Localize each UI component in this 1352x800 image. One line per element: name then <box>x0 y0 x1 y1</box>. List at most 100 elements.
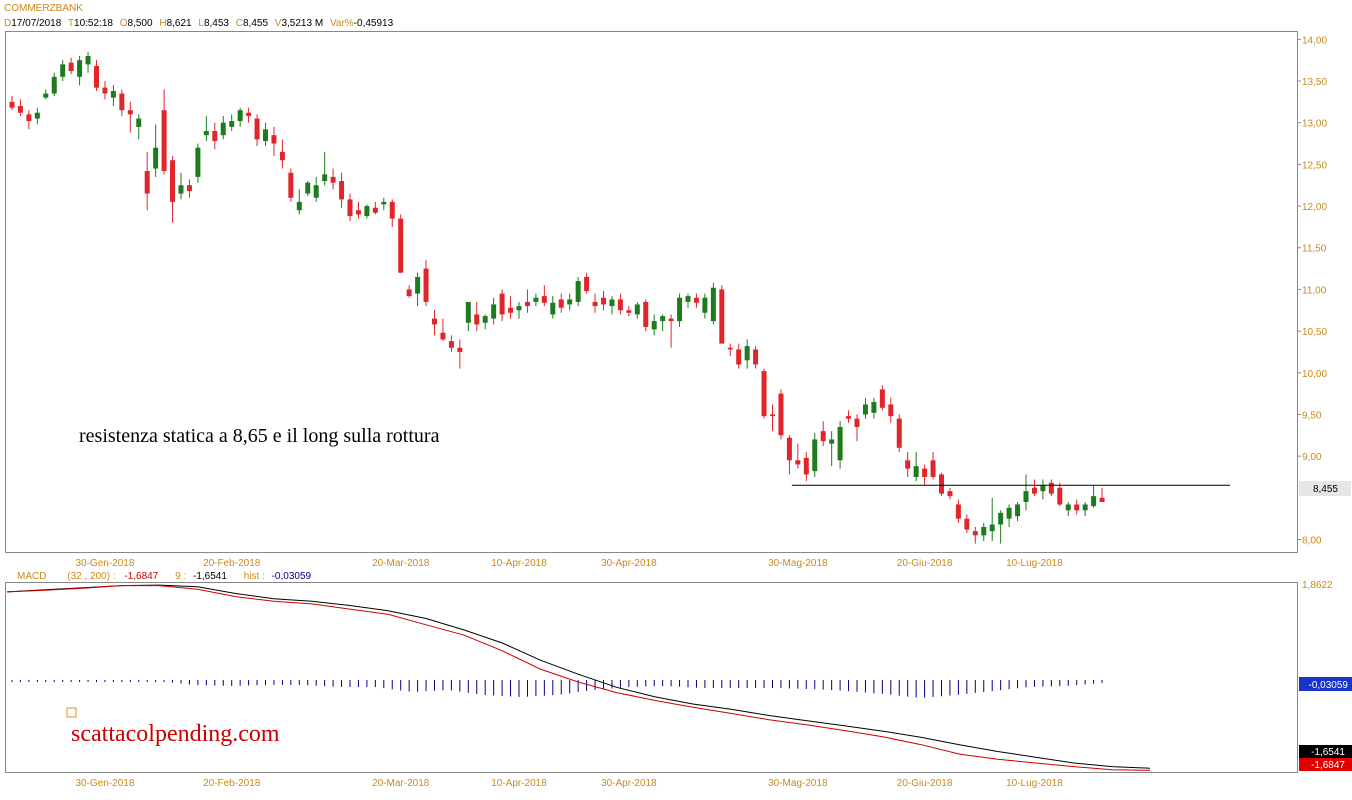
candle <box>1082 501 1088 517</box>
candle <box>203 116 209 142</box>
candle <box>1048 479 1054 497</box>
candle-body <box>879 389 885 408</box>
candle-body <box>685 296 691 302</box>
candle-body <box>322 174 328 182</box>
candle-body <box>398 218 404 273</box>
candle-body <box>947 491 953 497</box>
candle <box>829 431 835 467</box>
candle-body <box>85 56 91 65</box>
candle-body <box>609 299 615 307</box>
candle-body <box>955 504 961 519</box>
candle <box>254 114 260 147</box>
candle <box>415 272 421 307</box>
candle <box>330 168 336 190</box>
candle-body <box>153 147 159 169</box>
candle-body <box>1074 504 1080 511</box>
x-tick-label: 20-Feb-2018 <box>203 558 261 569</box>
candle <box>237 107 243 127</box>
candle-body <box>220 122 226 136</box>
signal-axis-label: -1,6541 <box>1311 747 1345 758</box>
candle <box>1006 504 1012 527</box>
candle <box>279 139 285 169</box>
candle-body <box>68 62 74 72</box>
x-tick-label: 30-Apr-2018 <box>601 778 657 789</box>
candle-body <box>575 281 581 302</box>
y-tick-label: 11,00 <box>1302 285 1327 296</box>
signal-value: -1,6541 <box>193 571 227 582</box>
candle-body <box>727 347 733 350</box>
candle <box>85 51 91 73</box>
candle <box>930 451 936 480</box>
candle <box>17 99 23 117</box>
candle <box>558 293 564 313</box>
var-value: -0,45913 <box>354 18 394 29</box>
candle-body <box>1065 504 1071 511</box>
candle <box>296 189 302 215</box>
candle-body <box>26 114 32 122</box>
candle <box>43 89 49 100</box>
candle-body <box>51 76 57 94</box>
candle <box>102 81 108 100</box>
candle <box>668 314 674 348</box>
candle <box>541 285 547 307</box>
candle-body <box>339 181 345 200</box>
candle-body <box>981 526 987 536</box>
hist-label: hist : <box>244 571 265 582</box>
candle-body <box>660 316 666 322</box>
candle-body <box>161 110 167 172</box>
candle <box>896 414 902 452</box>
candle-body <box>922 468 928 477</box>
candle <box>626 306 632 317</box>
candle <box>94 60 99 92</box>
candle-body <box>592 301 598 307</box>
candle-body <box>263 129 268 142</box>
var-label: Var% <box>330 18 354 29</box>
candle <box>685 293 691 308</box>
candle-body <box>1031 487 1037 494</box>
watermark-square-icon <box>66 707 77 718</box>
candle-body <box>896 418 902 448</box>
candle <box>1091 485 1097 508</box>
watermark-text: scattacolpending.com <box>71 721 280 747</box>
candle <box>677 293 683 327</box>
candle-body <box>186 185 192 192</box>
candle-body <box>601 297 606 305</box>
y-tick-label: 10,50 <box>1302 327 1327 338</box>
candle-body <box>77 60 83 77</box>
candle-body <box>736 349 742 365</box>
candle <box>161 89 167 175</box>
candle <box>693 293 699 308</box>
candle-body <box>1015 504 1021 517</box>
macd-panel <box>5 582 1298 773</box>
candle <box>955 499 961 523</box>
macd-line <box>6 585 1151 771</box>
candle-body <box>939 474 944 494</box>
candle <box>398 214 404 273</box>
candle-body <box>508 307 514 313</box>
hist-axis-label: -0,03059 <box>1309 680 1349 691</box>
candle <box>305 181 311 197</box>
candle-body <box>178 185 184 194</box>
candle <box>119 89 125 117</box>
candle <box>710 282 716 325</box>
candle-body <box>246 112 252 117</box>
signal-label-box <box>1299 745 1352 758</box>
candle <box>643 299 649 332</box>
candle <box>364 204 370 219</box>
candle <box>862 397 868 419</box>
candle <box>981 522 987 542</box>
candle <box>322 151 328 186</box>
candle <box>516 301 522 319</box>
candle <box>229 114 235 132</box>
candle <box>1065 501 1071 517</box>
candle <box>26 110 32 130</box>
candle <box>778 389 784 440</box>
x-tick-label: 10-Lug-2018 <box>1006 558 1063 569</box>
candle-body <box>415 276 421 294</box>
candle-body <box>964 518 970 530</box>
date-label: D <box>4 18 11 29</box>
candle <box>888 397 894 423</box>
candle <box>313 176 319 202</box>
x-tick-label: 20-Giu-2018 <box>897 778 953 789</box>
candle <box>440 318 446 342</box>
